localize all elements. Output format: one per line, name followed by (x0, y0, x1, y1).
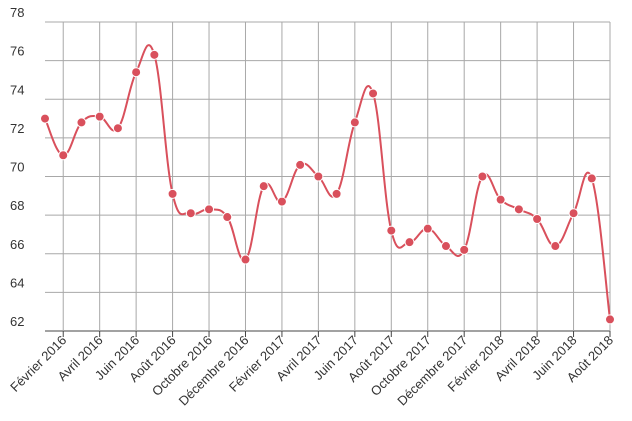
data-point (368, 88, 379, 99)
data-point (131, 67, 142, 78)
data-point (76, 117, 87, 128)
data-point (459, 244, 470, 255)
data-point (386, 225, 397, 236)
data-point (568, 208, 579, 219)
data-point (222, 212, 233, 223)
y-tick-label: 78 (10, 5, 24, 20)
y-tick-label: 62 (10, 314, 24, 329)
data-point (513, 204, 524, 215)
y-tick-label: 72 (10, 121, 24, 136)
y-tick-label: 66 (10, 237, 24, 252)
data-point (404, 237, 415, 248)
data-point (477, 171, 488, 182)
data-point (167, 188, 178, 199)
data-point (94, 111, 105, 122)
data-point (204, 204, 215, 215)
y-axis-ticks: 62 64 66 68 70 72 74 76 78 (10, 5, 24, 329)
y-tick-label: 74 (10, 82, 24, 97)
data-point (276, 196, 287, 207)
y-tick-label: 68 (10, 198, 24, 213)
data-point (240, 254, 251, 265)
y-tick-label: 76 (10, 44, 24, 59)
data-point (185, 208, 196, 219)
data-point (331, 188, 342, 199)
data-point (495, 194, 506, 205)
data-point (295, 159, 306, 170)
data-point (349, 117, 360, 128)
data-point (40, 113, 50, 124)
data-point (532, 213, 543, 224)
series-layer (40, 44, 615, 325)
data-point (58, 150, 69, 161)
data-point (586, 173, 597, 184)
grid (45, 21, 611, 337)
data-point (422, 223, 433, 234)
data-point (605, 314, 615, 325)
x-tick-label: Février 2016 (7, 333, 69, 395)
series-line (44, 44, 611, 320)
data-point (258, 181, 269, 192)
y-tick-label: 64 (10, 275, 24, 290)
y-tick-label: 70 (10, 160, 24, 175)
data-point (313, 171, 324, 182)
data-point (440, 241, 451, 252)
data-point (112, 123, 123, 134)
data-point (149, 49, 160, 60)
data-point (550, 241, 561, 252)
